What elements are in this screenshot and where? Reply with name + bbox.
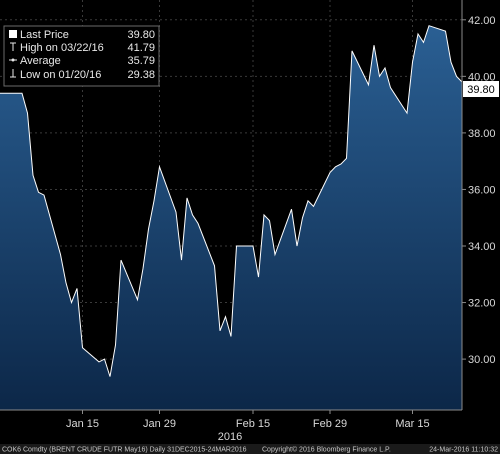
footer-security-info: COK6 Comdty (BRENT CRUDE FUTR May16) Dai… — [2, 447, 247, 454]
y-tick-label: 34.00 — [468, 241, 496, 253]
x-tick-label: Jan 29 — [143, 418, 176, 430]
y-tick-label: 40.00 — [468, 71, 496, 83]
x-axis: Jan 15 Jan 29 Feb 15 Feb 29 Mar 15 — [66, 410, 430, 430]
legend-value-last-price: 39.80 — [127, 29, 155, 41]
last-price-square-icon — [9, 30, 17, 38]
footer-bar — [0, 444, 500, 454]
y-tick-label: 42.00 — [468, 15, 496, 27]
x-tick-label: Feb 29 — [313, 418, 347, 430]
legend-label-high: High on 03/22/16 — [20, 42, 104, 54]
legend-value-high: 41.79 — [127, 42, 155, 54]
x-tick-label: Jan 15 — [66, 418, 99, 430]
y-tick-label: 30.00 — [468, 354, 496, 366]
footer-timestamp: 24-Mar-2016 11:10:32 — [429, 447, 498, 454]
footer: COK6 Comdty (BRENT CRUDE FUTR May16) Dai… — [0, 444, 500, 454]
legend-value-low: 29.38 — [127, 69, 155, 81]
legend-label-last-price: Last Price — [20, 29, 69, 41]
x-tick-label: Mar 15 — [395, 418, 429, 430]
footer-copyright: Copyright© 2016 Bloomberg Finance L.P. — [262, 446, 391, 454]
average-marker-icon — [9, 58, 17, 62]
legend-box — [3, 25, 160, 87]
legend-value-average: 35.79 — [127, 55, 155, 67]
y-axis: 42.00 40.00 38.00 36.00 34.00 32.00 30.00 — [462, 15, 496, 366]
last-value-tag: 39.80 — [463, 81, 499, 97]
price-line — [0, 25, 463, 377]
y-tick-label: 32.00 — [468, 298, 496, 310]
legend-label-average: Average — [20, 55, 61, 67]
y-tick-label: 38.00 — [468, 128, 496, 140]
y-tick-label: 36.00 — [468, 184, 496, 196]
x-tick-label: Feb 15 — [236, 418, 270, 430]
high-marker-icon — [10, 42, 16, 51]
legend: Last Price 39.80 High on 03/22/16 41.79 … — [3, 25, 160, 87]
price-area — [0, 25, 462, 410]
last-value-label: 39.80 — [467, 84, 495, 96]
low-marker-icon — [10, 69, 16, 78]
legend-label-low: Low on 01/20/16 — [20, 69, 101, 81]
x-axis-year-label: 2016 — [218, 431, 242, 443]
